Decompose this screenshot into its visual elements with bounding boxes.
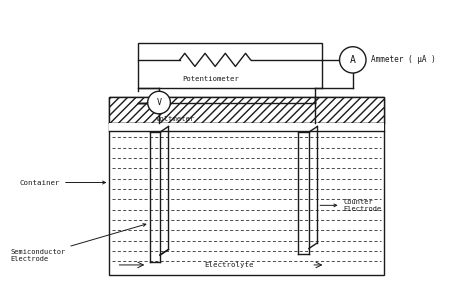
Text: Container: Container <box>19 179 106 186</box>
Bar <box>109 97 383 275</box>
Text: Counter
Electrode: Counter Electrode <box>320 199 382 212</box>
Circle shape <box>148 91 170 114</box>
Text: Ammeter ( μA ): Ammeter ( μA ) <box>371 55 436 64</box>
Text: Potentiometer: Potentiometer <box>182 76 239 82</box>
Text: A: A <box>350 55 356 65</box>
Bar <box>109 123 383 131</box>
Text: Semiconductor
Electrode: Semiconductor Electrode <box>10 224 146 262</box>
Text: Electrolyte: Electrolyte <box>204 262 254 268</box>
Bar <box>109 97 383 123</box>
Text: voltmeter: voltmeter <box>156 116 195 122</box>
Circle shape <box>339 47 366 73</box>
Text: V: V <box>156 98 162 107</box>
Bar <box>138 43 322 87</box>
